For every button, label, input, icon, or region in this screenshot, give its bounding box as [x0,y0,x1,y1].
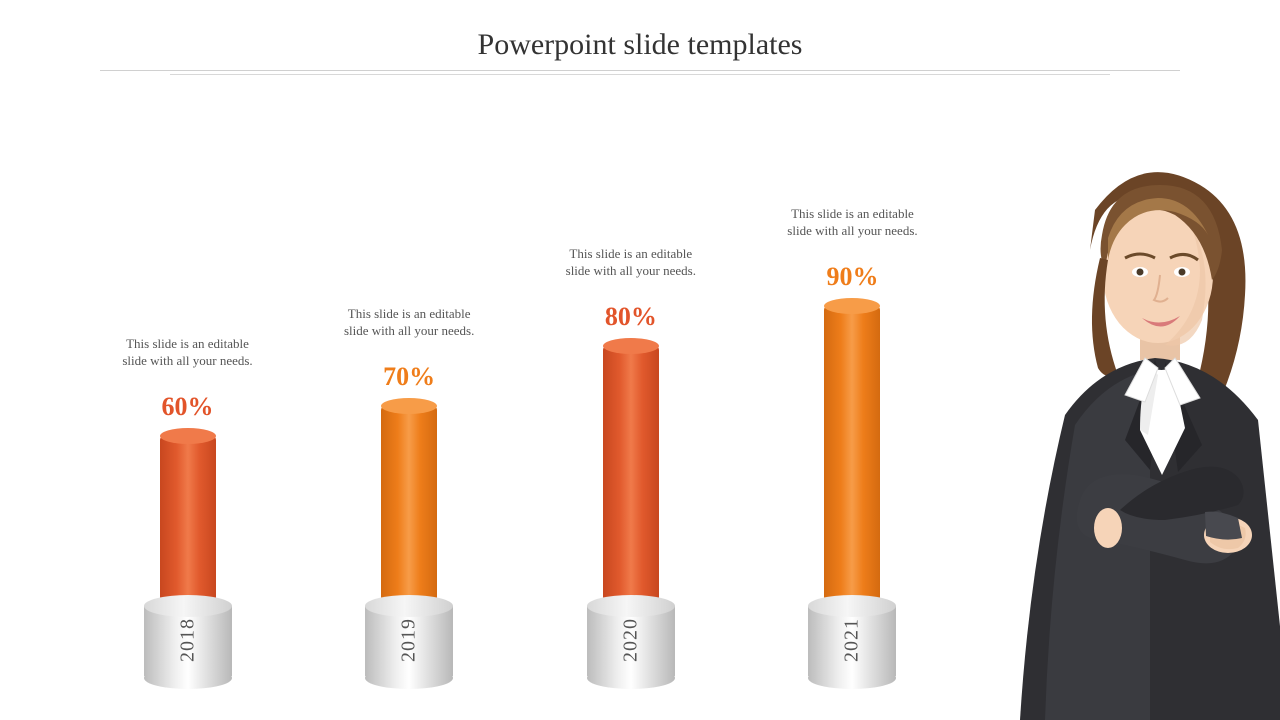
base-bottom [587,667,675,689]
cylinder-base: 2020 [587,595,675,685]
cylinder-body [160,436,216,601]
column-caption: This slide is an editable slide with all… [777,205,927,240]
chart-column: This slide is an editable slide with all… [543,245,718,685]
cylinder-body [381,406,437,601]
cylinder-bar [160,436,216,601]
column-caption: This slide is an editable slide with all… [556,245,706,280]
year-label: 2019 [398,618,421,662]
cylinder-top [381,398,437,414]
base-top [808,595,896,617]
title-area: Powerpoint slide templates [0,0,1280,75]
businesswoman-illustration [990,140,1280,720]
column-caption: This slide is an editable slide with all… [334,305,484,340]
percent-label: 60% [162,392,214,422]
column-caption: This slide is an editable slide with all… [113,335,263,370]
year-label: 2020 [619,618,642,662]
page-title: Powerpoint slide templates [0,28,1280,62]
base-bottom [365,667,453,689]
divider-inner [170,74,1110,75]
percent-label: 70% [383,362,435,392]
base-bottom [808,667,896,689]
cylinder-body [603,346,659,601]
chart-column: This slide is an editable slide with all… [322,305,497,685]
base-bottom [144,667,232,689]
cylinder-base: 2019 [365,595,453,685]
cylinder-bar-chart: This slide is an editable slide with all… [100,125,940,685]
cylinder-bar [824,306,880,601]
cylinder-base: 2021 [808,595,896,685]
chart-column: This slide is an editable slide with all… [100,335,275,685]
year-label: 2021 [841,618,864,662]
cylinder-top [160,428,216,444]
cylinder-bar [381,406,437,601]
cylinder-top [603,338,659,354]
base-top [365,595,453,617]
base-top [144,595,232,617]
cylinder-body [824,306,880,601]
year-label: 2018 [176,618,199,662]
percent-label: 90% [826,262,878,292]
percent-label: 80% [605,302,657,332]
base-top [587,595,675,617]
divider-outer [100,70,1180,71]
cylinder-bar [603,346,659,601]
cylinder-base: 2018 [144,595,232,685]
chart-column: This slide is an editable slide with all… [765,205,940,685]
